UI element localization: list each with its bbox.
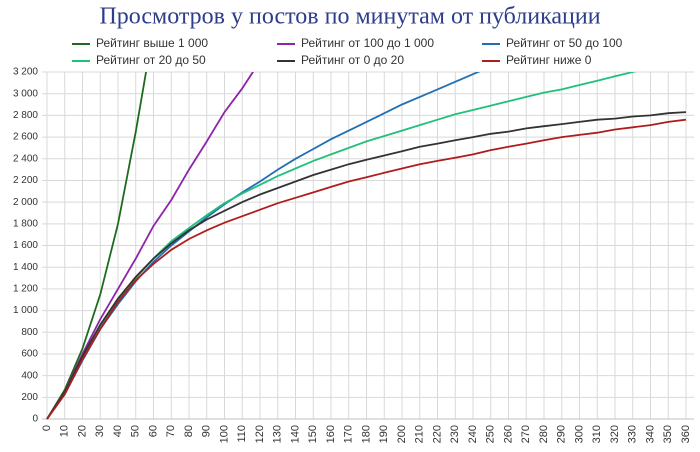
x-tick-label: 320 [609, 425, 621, 443]
x-tick-label: 330 [627, 425, 639, 443]
plot-area [46, 72, 687, 420]
y-tick-label: 3 200 [13, 67, 38, 78]
y-tick-label: 1 000 [13, 305, 38, 316]
x-tick-label: 60 [147, 425, 159, 437]
y-tick-label: 800 [21, 327, 38, 338]
legend-label: Рейтинг выше 1 000 [96, 36, 208, 50]
x-tick-label: 150 [307, 425, 319, 443]
series-line [46, 72, 481, 420]
x-tick-label: 210 [414, 425, 426, 443]
chart-title: Просмотров у постов по минутам от публик… [99, 4, 600, 30]
x-tick-label: 340 [644, 425, 656, 443]
x-tick-label: 0 [41, 425, 53, 431]
x-tick-label: 10 [59, 425, 71, 437]
x-tick-label: 200 [396, 425, 408, 443]
x-tick-label: 260 [502, 425, 514, 443]
x-tick-label: 130 [272, 425, 284, 443]
x-tick-label: 90 [201, 425, 213, 437]
x-tick-label: 120 [254, 425, 266, 443]
x-tick-label: 270 [520, 425, 532, 443]
series-line [46, 111, 687, 420]
y-tick-label: 1 200 [13, 284, 38, 295]
y-tick-label: 3 000 [13, 88, 38, 99]
y-tick-label: 2 400 [13, 153, 38, 164]
x-tick-label: 360 [680, 425, 692, 443]
legend-label: Рейтинг от 50 до 100 [506, 36, 623, 50]
y-tick-label: 2 600 [13, 132, 38, 143]
x-tick-label: 310 [591, 425, 603, 443]
x-tick-label: 30 [94, 425, 106, 437]
x-tick-label: 240 [467, 425, 479, 443]
legend-label: Рейтинг от 0 до 20 [301, 53, 404, 67]
x-tick-label: 40 [112, 425, 124, 437]
x-tick-label: 160 [325, 425, 337, 443]
legend-label: Рейтинг от 20 до 50 [96, 53, 206, 67]
x-tick-label: 230 [449, 425, 461, 443]
x-tick-label: 100 [218, 425, 230, 443]
x-tick-label: 110 [236, 425, 248, 443]
x-tick-label: 190 [378, 425, 390, 443]
y-tick-label: 1 400 [13, 262, 38, 273]
x-tick-label: 140 [289, 425, 301, 443]
x-tick-label: 290 [556, 425, 568, 443]
y-tick-label: 600 [21, 349, 38, 360]
y-tick-label: 2 000 [13, 197, 38, 208]
x-tick-label: 20 [76, 425, 88, 437]
y-tick-label: 400 [21, 370, 38, 381]
x-tick-label: 50 [130, 425, 142, 437]
x-tick-label: 180 [360, 425, 372, 443]
y-tick-label: 2 800 [13, 110, 38, 121]
legend-label: Рейтинг ниже 0 [506, 53, 592, 67]
x-tick-label: 80 [183, 425, 195, 437]
y-tick-label: 200 [21, 392, 38, 403]
y-tick-label: 1 600 [13, 240, 38, 251]
x-tick-label: 70 [165, 425, 177, 437]
series-line [46, 72, 147, 420]
y-tick-label: 2 200 [13, 175, 38, 186]
series-line [46, 72, 255, 420]
y-tick-label: 1 800 [13, 218, 38, 229]
x-tick-label: 280 [538, 425, 550, 443]
legend-label: Рейтинг от 100 до 1 000 [301, 36, 434, 50]
series-line [46, 118, 687, 420]
x-tick-label: 250 [485, 425, 497, 443]
x-tick-label: 170 [343, 425, 355, 443]
x-tick-label: 300 [573, 425, 585, 443]
x-tick-label: 350 [662, 425, 674, 443]
y-tick-label: 0 [32, 414, 38, 425]
x-tick-label: 220 [431, 425, 443, 443]
